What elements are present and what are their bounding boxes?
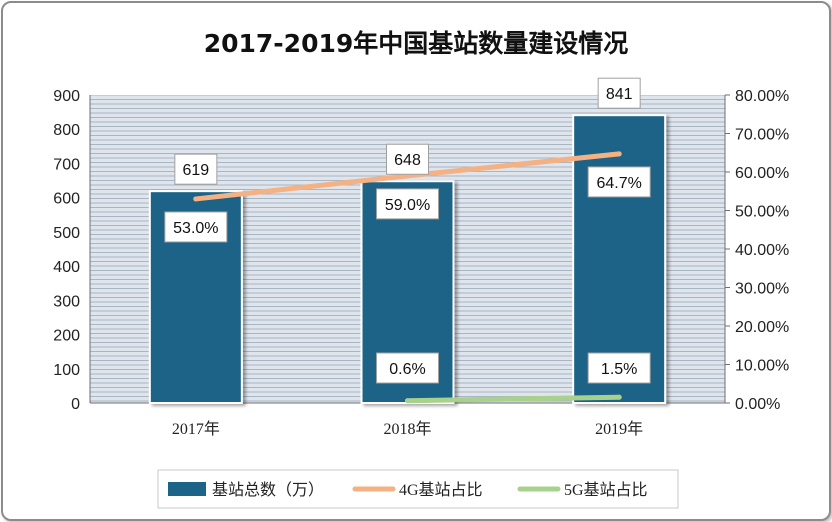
y-left-tick-label: 100 [53, 362, 80, 379]
data-label: 0.6% [389, 361, 425, 378]
x-tick-label: 2017年 [172, 420, 220, 438]
x-axis: 2017年 2018年 2019年 [90, 402, 725, 438]
legend-label: 4G基站占比 [399, 481, 483, 499]
legend-box [157, 469, 679, 509]
legend-swatch-bar [168, 482, 206, 496]
y-right-tick-label: 20.00% [735, 319, 789, 336]
y-right-tick-label: 80.00% [735, 88, 789, 105]
data-label-box [174, 153, 218, 185]
y-left-tick-label: 600 [53, 191, 80, 208]
legend: 基站总数（万） 4G基站占比 5G基站占比 [168, 481, 648, 499]
data-labels: 619 648 841 53.0% 59.0% 64.7% 0.6% 1.5% [164, 77, 651, 384]
y-axis-left: 0 100 200 300 400 500 600 700 800 900 [53, 88, 91, 413]
data-label-box [386, 143, 429, 175]
line-point [405, 398, 410, 404]
y-left-tick-label: 900 [53, 88, 80, 105]
y-right-tick-label: 70.00% [735, 127, 789, 144]
y-left-tick-label: 0 [71, 396, 80, 413]
line-series [193, 151, 622, 404]
y-left-tick-label: 400 [53, 259, 80, 276]
data-label: 53.0% [173, 220, 218, 237]
data-label: 841 [606, 86, 633, 103]
data-label: 64.7% [596, 175, 641, 192]
legend-label: 基站总数（万） [212, 481, 324, 499]
data-label-box [597, 77, 641, 109]
y-right-tick-label: 0.00% [735, 396, 780, 413]
data-label: 619 [182, 162, 209, 179]
y-right-tick-label: 50.00% [735, 204, 789, 221]
data-label-box [376, 188, 439, 220]
y-left-tick-label: 800 [53, 122, 80, 139]
x-tick-label: 2018年 [383, 420, 431, 438]
data-label-box [587, 352, 651, 384]
line-point [616, 394, 622, 400]
y-left-tick-label: 200 [53, 328, 80, 345]
legend-label: 5G基站占比 [564, 481, 648, 499]
data-label: 59.0% [385, 197, 430, 214]
y-right-tick-label: 60.00% [735, 165, 789, 182]
data-label-box [587, 166, 651, 198]
x-tick-label: 2019年 [595, 420, 643, 438]
y-left-tick-label: 700 [53, 156, 80, 173]
y-left-tick-label: 300 [53, 293, 80, 310]
line-point [616, 151, 622, 157]
line-5g [405, 394, 622, 404]
data-label: 648 [394, 152, 421, 169]
chart-title: 2017-2019年中国基站数量建设情况 [204, 29, 629, 58]
y-right-tick-label: 10.00% [735, 358, 789, 375]
y-right-tick-label: 30.00% [735, 281, 789, 298]
line-point [193, 196, 199, 202]
data-label-box [376, 352, 439, 384]
y-axis-right: 0.00% 10.00% 20.00% 30.00% 40.00% 50.00% 60.00… [724, 88, 789, 413]
data-label-box [164, 211, 228, 243]
y-right-tick-label: 40.00% [735, 242, 789, 259]
data-label: 1.5% [601, 361, 637, 378]
y-left-tick-label: 500 [53, 225, 80, 242]
